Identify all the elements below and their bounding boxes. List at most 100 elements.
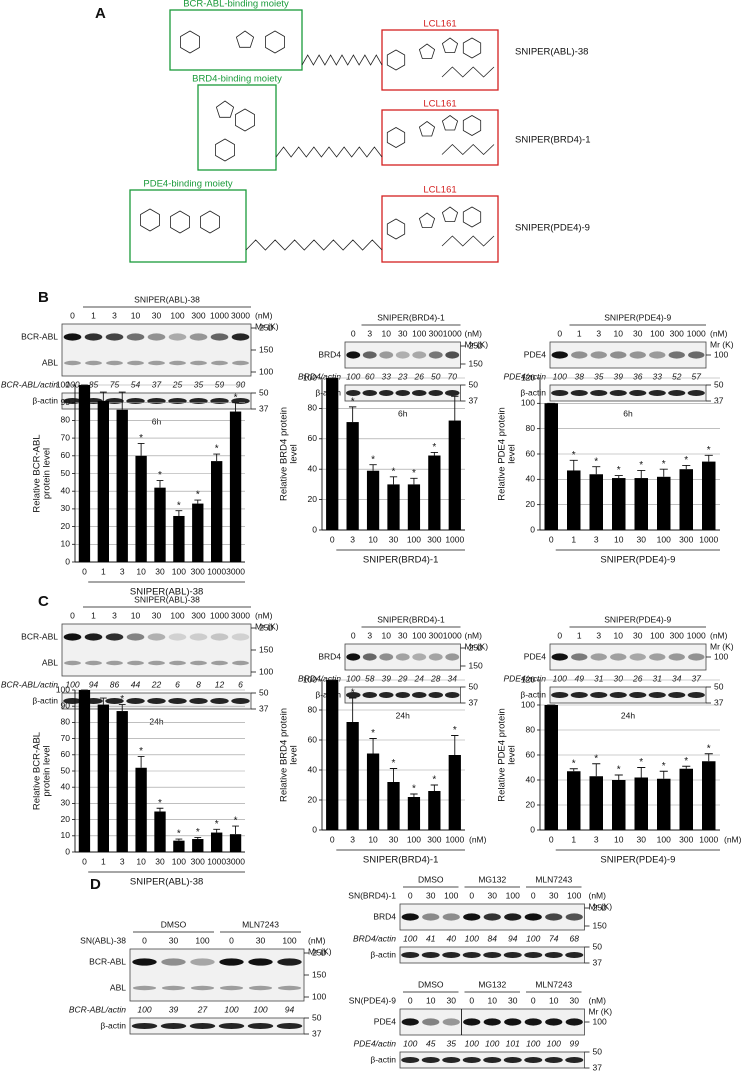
- lane-label: 30: [549, 890, 559, 900]
- x-tick-label: 30: [637, 534, 647, 544]
- ratio-value: 34: [448, 673, 458, 683]
- significance-mark: *: [139, 433, 143, 444]
- row-label: β-actin: [520, 689, 546, 699]
- band: [63, 633, 82, 641]
- error-bar: [389, 476, 398, 485]
- band: [63, 333, 82, 341]
- y-tick-label: 60: [308, 734, 318, 744]
- blot-image: [549, 384, 707, 402]
- ratio-value: 100: [553, 371, 567, 381]
- band: [444, 390, 460, 396]
- structure-ring: [235, 108, 255, 132]
- linker: [245, 239, 383, 251]
- band: [688, 653, 705, 661]
- ratio-value: 84: [488, 933, 498, 943]
- panel-label: D: [90, 876, 101, 893]
- significance-mark: *: [234, 816, 238, 827]
- band: [422, 913, 440, 921]
- ratio-value: 50: [431, 371, 441, 381]
- structure-ring: [215, 138, 235, 162]
- lane-label: 30: [398, 328, 408, 338]
- significance-mark: *: [371, 454, 375, 465]
- error-bar: [99, 697, 107, 705]
- ratio-value: 100: [224, 1004, 238, 1014]
- marker-label: 37: [714, 395, 724, 405]
- ratio-value: 29: [397, 673, 408, 683]
- band: [551, 390, 569, 396]
- band: [411, 692, 427, 698]
- marker-label: 250: [469, 340, 483, 350]
- lane-label: 100: [282, 935, 296, 945]
- error-bar: [614, 774, 623, 780]
- bar: [589, 776, 603, 830]
- band: [565, 1057, 584, 1063]
- significance-mark: *: [392, 466, 396, 477]
- band: [346, 351, 361, 359]
- blot-image: [129, 1017, 305, 1035]
- structure-ring: [170, 210, 190, 234]
- lane-label: 30: [426, 890, 436, 900]
- blot-title: SNIPER(BRD4)-1: [377, 614, 445, 624]
- error-bar: [682, 765, 691, 769]
- x-tick-label: 300: [679, 534, 693, 544]
- band: [168, 333, 187, 341]
- mr-label: Mr (K): [589, 1006, 613, 1016]
- x-axis-label: SNIPER(PDE4)-9: [600, 555, 675, 566]
- bar: [567, 771, 581, 830]
- row-label: β-actin: [100, 1020, 126, 1030]
- band: [345, 390, 361, 396]
- y-tick-label: 40: [308, 463, 318, 473]
- row-label: BCR-ABL: [21, 331, 58, 341]
- band: [218, 1023, 245, 1029]
- x-tick-label: 10: [614, 834, 624, 844]
- y-tick-label: 40: [526, 474, 536, 484]
- band: [395, 692, 411, 698]
- band: [379, 351, 394, 359]
- ratio-value: 60: [365, 371, 375, 381]
- bar: [173, 515, 185, 562]
- ratio-value: 100: [547, 1038, 561, 1048]
- band: [346, 653, 361, 661]
- band: [161, 985, 186, 991]
- significance-mark: *: [432, 775, 436, 786]
- band: [483, 952, 502, 958]
- band: [422, 1018, 440, 1026]
- lane-label: 10: [614, 630, 624, 640]
- error-bar: [99, 391, 107, 401]
- ratio-label: PDE4/actin: [503, 371, 546, 381]
- time-label: 6h: [623, 408, 633, 418]
- marker-label: 100: [714, 349, 728, 359]
- lane-label: 300: [670, 630, 684, 640]
- marker-label: 250: [593, 902, 607, 912]
- band: [442, 952, 461, 958]
- bar: [612, 478, 626, 530]
- y-tick-label: 70: [61, 733, 71, 743]
- x-axis-label: SNIPER(BRD4)-1: [363, 555, 439, 566]
- ratio-value: 68: [570, 933, 580, 943]
- band: [687, 692, 705, 698]
- x-tick-label: 3: [594, 834, 599, 844]
- error-bar: [410, 793, 418, 797]
- band: [687, 390, 705, 396]
- bar: [229, 411, 242, 562]
- bar: [229, 834, 242, 852]
- lane-label: 0: [557, 328, 562, 338]
- band: [189, 698, 208, 704]
- marker-label: 250: [312, 947, 326, 957]
- ratio-label: PDE4/actin: [353, 1038, 396, 1048]
- band: [105, 698, 124, 704]
- band: [210, 698, 229, 704]
- lane-label: 1000: [443, 328, 462, 338]
- marker-label: 250: [259, 322, 273, 332]
- moiety-label: BRD4-binding moiety: [192, 74, 282, 85]
- band: [629, 390, 647, 396]
- significance-mark: *: [196, 490, 200, 501]
- mr-label: Mr (K): [465, 339, 489, 349]
- blot-image: [61, 623, 252, 677]
- lane-label: 100: [195, 935, 209, 945]
- x-tick-label: 0: [549, 534, 554, 544]
- bar: [154, 811, 166, 852]
- ratio-value: 100: [553, 673, 567, 683]
- band: [168, 633, 187, 641]
